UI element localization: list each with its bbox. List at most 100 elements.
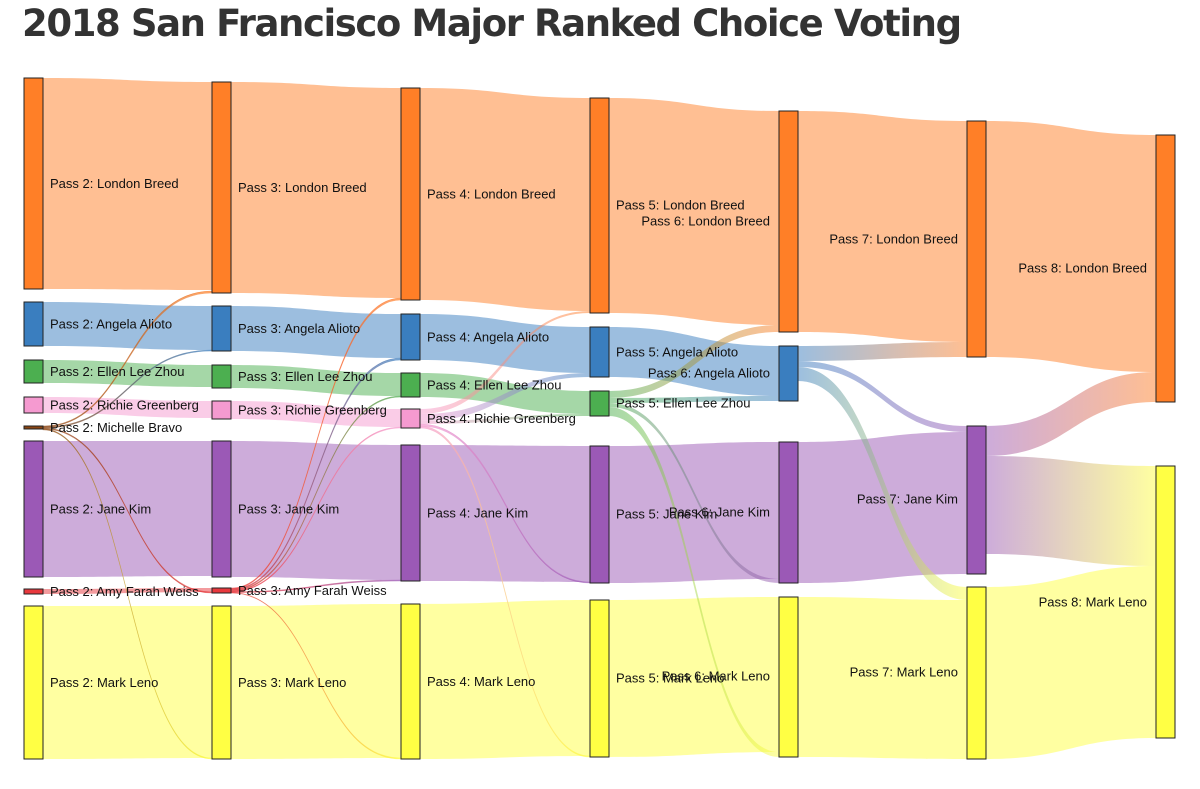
node-pass-2-jane-kim bbox=[23, 440, 44, 578]
node-pass-6-angela-alioto bbox=[778, 345, 799, 402]
label-pass-5-london-breed: Pass 5: London Breed bbox=[616, 197, 745, 212]
label-pass-8-london-breed: Pass 8: London Breed bbox=[1018, 260, 1147, 275]
flow-pass-3-mark-leno-to-pass-4-mark-leno bbox=[231, 604, 401, 759]
node-pass-5-ellen-lee-zhou bbox=[589, 390, 610, 417]
label-pass-2-amy-farah-weiss: Pass 2: Amy Farah Weiss bbox=[50, 584, 199, 599]
label-pass-2-angela-alioto: Pass 2: Angela Alioto bbox=[50, 316, 172, 331]
node-pass-3-angela-alioto bbox=[211, 305, 232, 352]
sankey-nodes bbox=[23, 77, 1176, 760]
node-pass-2-ellen-lee-zhou bbox=[23, 359, 44, 384]
node-pass-2-mark-leno bbox=[23, 605, 44, 760]
node-pass-3-mark-leno bbox=[211, 605, 232, 760]
flow-pass-4-jane-kim-to-pass-5-jane-kim bbox=[420, 445, 590, 582]
flow-pass-4-richie-greenberg-to-pass-5-ellen-lee-zhou bbox=[420, 414, 590, 424]
node-pass-8-mark-leno bbox=[1155, 465, 1176, 739]
flow-pass-2-angela-alioto-to-pass-3-angela-alioto bbox=[43, 302, 212, 350]
flow-pass-4-mark-leno-to-pass-5-mark-leno bbox=[420, 600, 590, 759]
label-pass-8-mark-leno: Pass 8: Mark Leno bbox=[1039, 594, 1147, 609]
node-pass-5-jane-kim bbox=[589, 445, 610, 584]
label-pass-7-london-breed: Pass 7: London Breed bbox=[829, 231, 958, 246]
flow-pass-3-angela-alioto-to-pass-4-angela-alioto bbox=[231, 306, 401, 358]
node-pass-3-richie-greenberg bbox=[211, 400, 232, 420]
label-pass-4-angela-alioto: Pass 4: Angela Alioto bbox=[427, 329, 549, 344]
flow-pass-3-richie-greenberg-to-pass-4-richie-greenberg bbox=[231, 401, 401, 427]
flow-pass-2-jane-kim-to-pass-3-jane-kim bbox=[43, 441, 212, 577]
flow-pass-3-ellen-lee-zhou-to-pass-4-ellen-lee-zhou bbox=[231, 365, 401, 396]
node-pass-8-london-breed bbox=[1155, 134, 1176, 403]
label-pass-2-jane-kim: Pass 2: Jane Kim bbox=[50, 501, 151, 516]
node-pass-4-mark-leno bbox=[400, 603, 421, 760]
flow-pass-2-ellen-lee-zhou-to-pass-3-ellen-lee-zhou bbox=[43, 360, 212, 387]
label-pass-3-amy-farah-weiss: Pass 3: Amy Farah Weiss bbox=[238, 583, 387, 598]
label-pass-7-mark-leno: Pass 7: Mark Leno bbox=[850, 664, 958, 679]
label-pass-3-mark-leno: Pass 3: Mark Leno bbox=[238, 675, 346, 690]
node-pass-2-michelle-bravo bbox=[23, 425, 44, 430]
flow-pass-4-richie-greenberg-to-pass-5-angela-alioto bbox=[420, 373, 590, 421]
label-pass-2-london-breed: Pass 2: London Breed bbox=[50, 176, 179, 191]
label-pass-6-mark-leno: Pass 6: Mark Leno bbox=[662, 668, 770, 683]
flow-pass-3-london-breed-to-pass-4-london-breed bbox=[231, 82, 401, 298]
page-title: 2018 San Francisco Major Ranked Choice V… bbox=[22, 2, 962, 45]
label-pass-2-richie-greenberg: Pass 2: Richie Greenberg bbox=[50, 397, 199, 412]
sankey-links bbox=[42, 78, 1156, 760]
label-pass-5-ellen-lee-zhou: Pass 5: Ellen Lee Zhou bbox=[616, 395, 750, 410]
label-pass-5-angela-alioto: Pass 5: Angela Alioto bbox=[616, 344, 738, 359]
label-pass-6-jane-kim: Pass 6: Jane Kim bbox=[669, 504, 770, 519]
node-pass-4-jane-kim bbox=[400, 444, 421, 582]
flow-pass-2-amy-farah-weiss-to-pass-3-amy-farah-weiss bbox=[43, 588, 212, 594]
flow-pass-2-mark-leno-to-pass-3-mark-leno bbox=[43, 606, 212, 759]
flow-pass-7-jane-kim-to-pass-8-london-breed bbox=[986, 372, 1156, 456]
node-pass-3-ellen-lee-zhou bbox=[211, 364, 232, 389]
flow-pass-4-angela-alioto-to-pass-5-angela-alioto bbox=[420, 314, 590, 373]
label-pass-3-london-breed: Pass 3: London Breed bbox=[238, 180, 367, 195]
label-pass-3-ellen-lee-zhou: Pass 3: Ellen Lee Zhou bbox=[238, 369, 372, 384]
label-pass-2-michelle-bravo: Pass 2: Michelle Bravo bbox=[50, 420, 182, 435]
flow-pass-5-ellen-lee-zhou-to-pass-6-london-breed bbox=[609, 325, 779, 398]
node-pass-6-london-breed bbox=[778, 110, 799, 333]
label-pass-4-jane-kim: Pass 4: Jane Kim bbox=[427, 505, 528, 520]
sankey-labels: Pass 2: London Breed Pass 2: Angela Aliot… bbox=[50, 176, 1147, 690]
flow-pass-5-ellen-lee-zhou-to-pass-6-angela-alioto bbox=[609, 396, 779, 403]
flow-pass-6-angela-alioto-to-pass-7-mark-leno bbox=[798, 367, 967, 600]
node-pass-7-london-breed bbox=[966, 120, 987, 358]
label-pass-2-mark-leno: Pass 2: Mark Leno bbox=[50, 675, 158, 690]
flow-pass-6-london-breed-to-pass-7-london-breed bbox=[798, 111, 967, 342]
flow-pass-6-mark-leno-to-pass-7-mark-leno bbox=[798, 597, 967, 759]
label-pass-3-richie-greenberg: Pass 3: Richie Greenberg bbox=[238, 402, 387, 417]
label-pass-4-mark-leno: Pass 4: Mark Leno bbox=[427, 674, 535, 689]
node-pass-6-jane-kim bbox=[778, 441, 799, 584]
flow-pass-6-angela-alioto-to-pass-7-london-breed bbox=[798, 342, 967, 361]
node-pass-5-angela-alioto bbox=[589, 326, 610, 378]
node-pass-2-angela-alioto bbox=[23, 301, 44, 347]
node-pass-4-richie-greenberg bbox=[400, 408, 421, 429]
node-pass-2-richie-greenberg bbox=[23, 396, 44, 414]
label-pass-5-mark-leno: Pass 5: Mark Leno bbox=[616, 670, 724, 685]
flow-pass-5-ellen-lee-zhou-to-pass-6-mark-leno bbox=[609, 407, 779, 757]
node-pass-6-mark-leno bbox=[778, 596, 799, 758]
flow-pass-5-london-breed-to-pass-6-london-breed bbox=[609, 98, 779, 325]
label-pass-5-jane-kim: Pass 5: Jane Kim bbox=[616, 506, 717, 521]
label-pass-4-london-breed: Pass 4: London Breed bbox=[427, 186, 556, 201]
node-pass-3-london-breed bbox=[211, 81, 232, 294]
label-pass-6-angela-alioto: Pass 6: Angela Alioto bbox=[648, 365, 770, 380]
label-pass-2-ellen-lee-zhou: Pass 2: Ellen Lee Zhou bbox=[50, 364, 184, 379]
node-pass-2-amy-farah-weiss bbox=[23, 588, 44, 595]
flow-pass-6-jane-kim-to-pass-7-jane-kim bbox=[798, 432, 967, 583]
node-pass-3-jane-kim bbox=[211, 440, 232, 578]
label-pass-4-ellen-lee-zhou: Pass 4: Ellen Lee Zhou bbox=[427, 377, 561, 392]
flow-pass-6-angela-alioto-to-pass-7-jane-kim bbox=[798, 361, 967, 432]
flow-pass-7-mark-leno-to-pass-8-mark-leno bbox=[986, 566, 1156, 759]
node-pass-7-mark-leno bbox=[966, 586, 987, 760]
node-pass-2-london-breed bbox=[23, 77, 44, 290]
node-pass-4-london-breed bbox=[400, 87, 421, 301]
flow-pass-5-ellen-lee-zhou-to-pass-6-jane-kim bbox=[609, 403, 779, 583]
flow-pass-4-richie-greenberg-to-pass-5-london-breed bbox=[420, 311, 590, 414]
node-pass-7-jane-kim bbox=[966, 425, 987, 575]
label-pass-3-jane-kim: Pass 3: Jane Kim bbox=[238, 501, 339, 516]
node-pass-5-london-breed bbox=[589, 97, 610, 314]
flow-pass-4-london-breed-to-pass-5-london-breed bbox=[420, 88, 590, 311]
label-pass-3-angela-alioto: Pass 3: Angela Alioto bbox=[238, 321, 360, 336]
label-pass-6-london-breed: Pass 6: London Breed bbox=[641, 213, 770, 228]
label-pass-7-jane-kim: Pass 7: Jane Kim bbox=[857, 491, 958, 506]
